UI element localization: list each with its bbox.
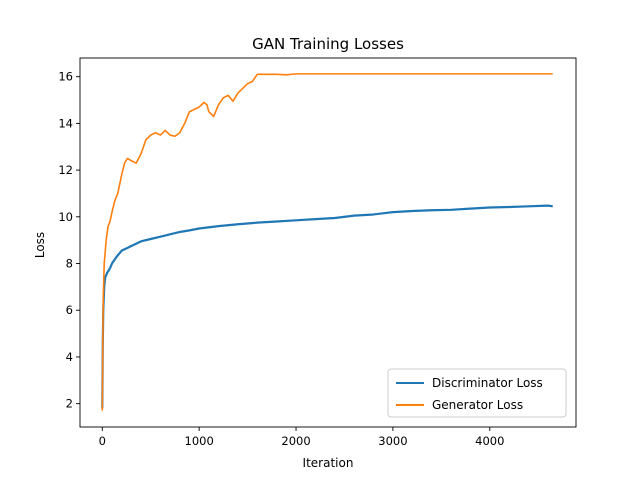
axes-frame <box>79 57 577 428</box>
series-line-discriminator <box>101 204 553 409</box>
series-line-generator <box>101 73 553 411</box>
x-tick-label: 4000 <box>475 434 504 448</box>
y-tick-label: 6 <box>66 303 73 317</box>
x-tick-label: 3000 <box>378 434 407 448</box>
legend-box <box>387 368 567 418</box>
y-tick-label: 14 <box>58 116 73 130</box>
y-tick-label: 12 <box>58 163 73 177</box>
y-tick-label: 16 <box>58 70 73 84</box>
legend-label: Generator Loss <box>432 398 523 412</box>
y-tick-label: 2 <box>66 397 73 411</box>
x-tick-label: 0 <box>99 434 106 448</box>
legend: Discriminator Loss Generator Loss <box>387 368 567 418</box>
y-tick-label: 8 <box>66 257 73 271</box>
chart-title: GAN Training Losses <box>252 35 404 53</box>
y-axis-label: Loss <box>33 232 47 258</box>
plot-area: 0 1000 2000 3000 4000 2 4 6 8 10 12 14 16 <box>58 57 577 448</box>
x-tick-label: 1000 <box>185 434 214 448</box>
y-tick-label: 10 <box>58 210 73 224</box>
y-tick-label: 4 <box>66 350 73 364</box>
x-tick-label: 2000 <box>281 434 310 448</box>
legend-label: Discriminator Loss <box>432 376 543 390</box>
x-axis-label: Iteration <box>303 456 354 470</box>
